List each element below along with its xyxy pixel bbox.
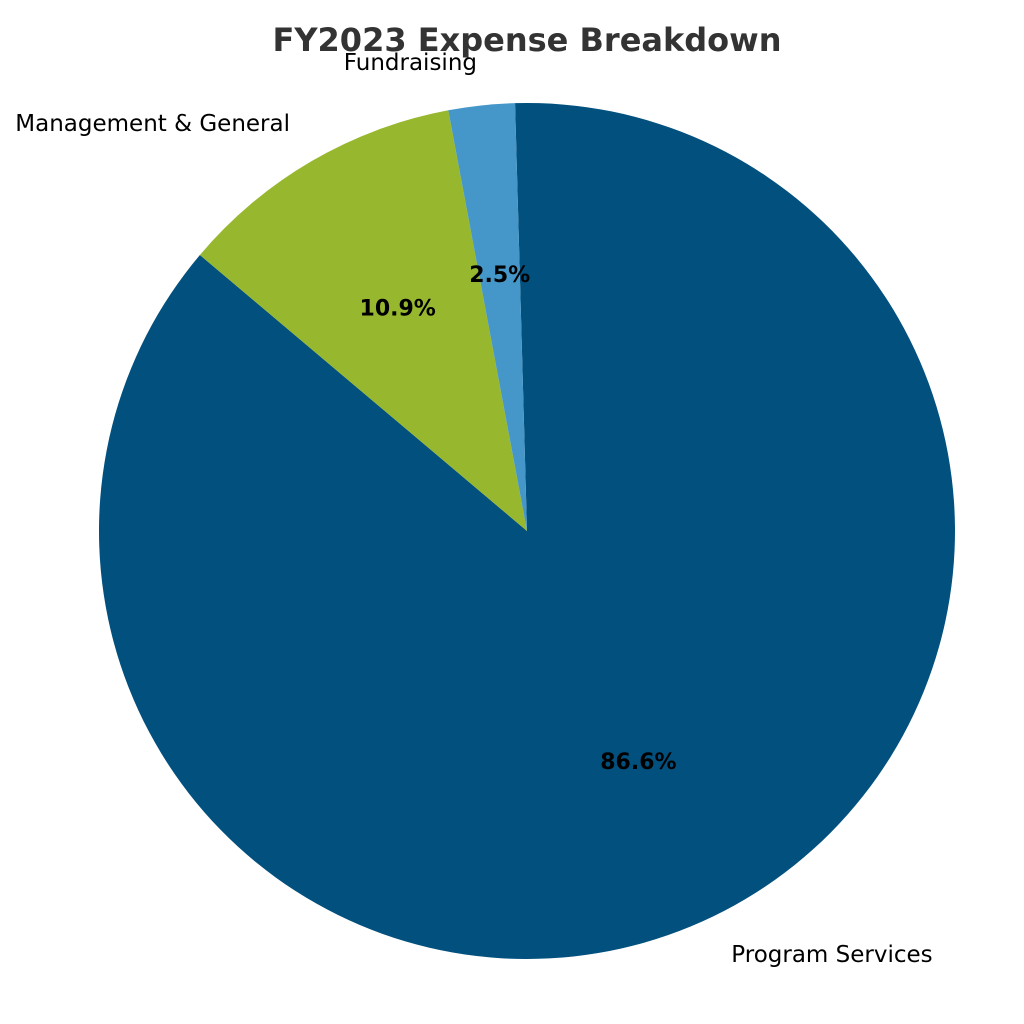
pie-slice xyxy=(199,110,527,532)
pie-slices xyxy=(98,103,955,960)
pie-slice xyxy=(98,103,955,960)
pie-slice xyxy=(448,103,527,532)
slice-percent-label: 2.5% xyxy=(469,263,530,288)
slice-category-label: Management & General xyxy=(15,111,290,137)
pie-labels: Program Services 86.6% Management & Genera… xyxy=(15,50,932,968)
slice-percent-label: 86.6% xyxy=(600,750,676,775)
chart-title: FY2023 Expense Breakdown xyxy=(273,21,782,59)
slice-percent-label: 10.9% xyxy=(360,297,436,322)
slice-category-label: Program Services xyxy=(731,942,932,968)
slice-category-label: Fundraising xyxy=(344,50,477,76)
